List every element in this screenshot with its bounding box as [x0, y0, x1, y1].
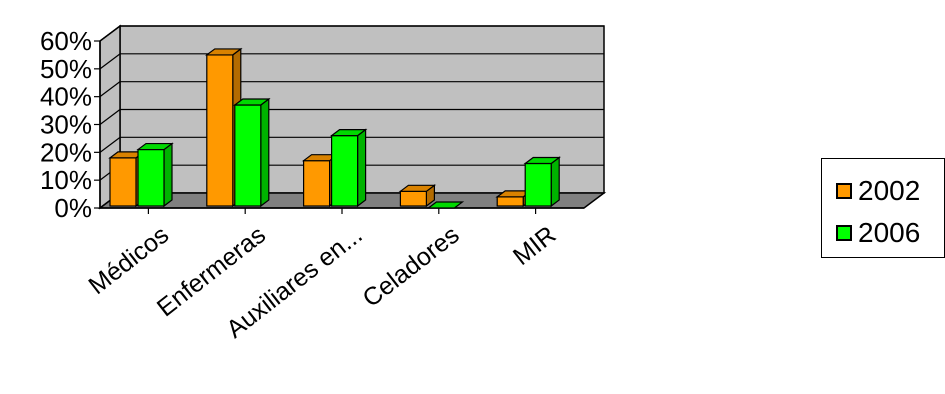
bar-top: [426, 201, 465, 209]
y-tick-label: 10%: [40, 165, 92, 195]
bar-front: [331, 135, 359, 207]
bar-2006-4: [523, 156, 562, 208]
bar-2006-3: [426, 201, 465, 209]
bar-front: [399, 190, 427, 207]
bar-2006-2: [329, 128, 368, 208]
bar-top: [233, 98, 271, 106]
y-tick-label: 30%: [40, 110, 92, 140]
legend-item-2006: 2006: [836, 217, 920, 249]
bars: [108, 47, 562, 214]
x-label-3: Celadores: [357, 221, 464, 313]
bar-2006-0: [136, 142, 174, 208]
gridline-side: [99, 136, 121, 153]
bar-front: [109, 157, 137, 207]
bar-front: [524, 162, 552, 207]
y-tick-label: 0%: [54, 193, 92, 223]
bar-top: [523, 156, 562, 165]
bar-front: [234, 104, 262, 207]
gridline-side: [99, 25, 121, 42]
legend-label-2002: 2002: [858, 175, 921, 206]
legend-label-2006: 2006: [858, 217, 921, 248]
bar-side: [260, 97, 270, 208]
bar-top: [205, 48, 243, 56]
x-label-0: Médicos: [83, 221, 174, 300]
legend-item-2002: 2002: [836, 175, 920, 207]
bar-top: [329, 129, 368, 137]
bar-top: [136, 142, 174, 151]
bar-side: [163, 142, 173, 208]
bar-front: [496, 196, 524, 207]
y-tick-label: 20%: [40, 137, 92, 167]
bar-front: [206, 54, 234, 207]
y-tick-label: 40%: [40, 82, 92, 112]
bar-front: [303, 160, 331, 207]
x-label-4: MIR: [508, 221, 561, 271]
bar-2006-1: [233, 97, 271, 208]
gridline-side: [99, 81, 121, 98]
bar-side: [550, 156, 560, 208]
gridline-side: [99, 53, 121, 70]
bar-2002-3: [398, 184, 437, 208]
y-tick-label: 60%: [40, 26, 92, 56]
bar-top: [398, 184, 437, 192]
bar-side: [357, 128, 367, 208]
legend: 2002 2006: [821, 158, 945, 258]
y-tick-label: 50%: [40, 54, 92, 84]
legend-swatch-2006: [836, 225, 852, 241]
bar-front: [137, 148, 165, 207]
legend-swatch-2002: [836, 183, 852, 199]
gridline-side: [99, 109, 121, 125]
